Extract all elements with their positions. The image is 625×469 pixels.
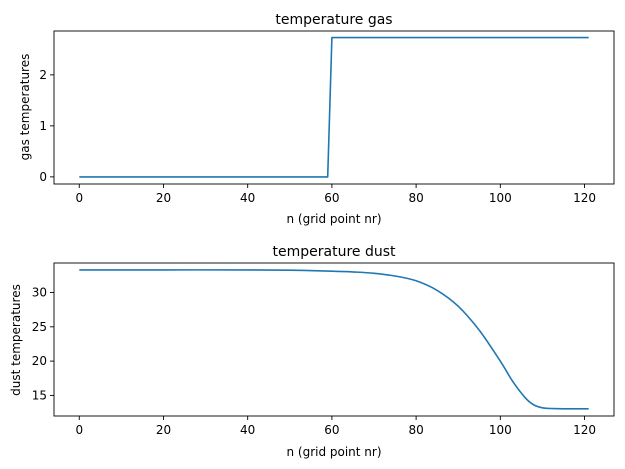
dust-x-tick-label: 100 — [489, 423, 512, 437]
gas-temperature-line — [79, 36, 589, 178]
dust-x-tick-label: 0 — [75, 423, 83, 437]
dust-x-tick-label: 40 — [240, 423, 255, 437]
dust-y-tick-label: 15 — [32, 388, 47, 402]
dust-x-axis-label: n (grid point nr) — [286, 445, 381, 459]
dust-chart-title: temperature dust — [273, 244, 397, 260]
gas-x-tick-label: 20 — [156, 191, 171, 205]
dust-x-tick-label: 120 — [573, 423, 596, 437]
gas-x-tick-label: 0 — [75, 191, 83, 205]
gas-x-tick-label: 80 — [408, 191, 423, 205]
dust-plot-area — [53, 262, 615, 417]
gas-plot-area — [53, 30, 615, 185]
dust-temperature-line — [79, 269, 589, 410]
gas-chart-title: temperature gas — [275, 12, 392, 28]
gas-y-tick-label: 2 — [39, 68, 47, 82]
gas-x-ticks: 0 20 40 60 80 100 120 — [75, 184, 596, 205]
gas-x-tick-label: 100 — [489, 191, 512, 205]
dust-y-tick-label: 30 — [32, 286, 47, 300]
dust-x-tick-label: 80 — [408, 423, 423, 437]
gas-x-tick-label: 120 — [573, 191, 596, 205]
gas-chart: temperature gas 0 20 40 60 80 100 120 0 1 2 n (g… — [18, 12, 615, 226]
dust-x-tick-label: 20 — [156, 423, 171, 437]
gas-x-tick-label: 40 — [240, 191, 255, 205]
gas-y-axis-label: gas temperatures — [18, 54, 32, 161]
gas-y-tick-label: 0 — [39, 170, 47, 184]
dust-chart: temperature dust 0 20 40 60 80 100 120 15 20 25 3… — [9, 244, 615, 459]
dust-y-tick-label: 25 — [32, 320, 47, 334]
dust-y-ticks: 15 20 25 30 — [32, 286, 54, 402]
gas-y-tick-label: 1 — [39, 119, 47, 133]
dust-x-tick-label: 60 — [324, 423, 339, 437]
gas-x-axis-label: n (grid point nr) — [286, 212, 381, 226]
dust-y-axis-label: dust temperatures — [9, 284, 23, 396]
dust-x-ticks: 0 20 40 60 80 100 120 — [75, 416, 596, 437]
dust-y-tick-label: 20 — [32, 354, 47, 368]
gas-y-ticks: 0 1 2 — [39, 68, 54, 184]
gas-x-tick-label: 60 — [324, 191, 339, 205]
